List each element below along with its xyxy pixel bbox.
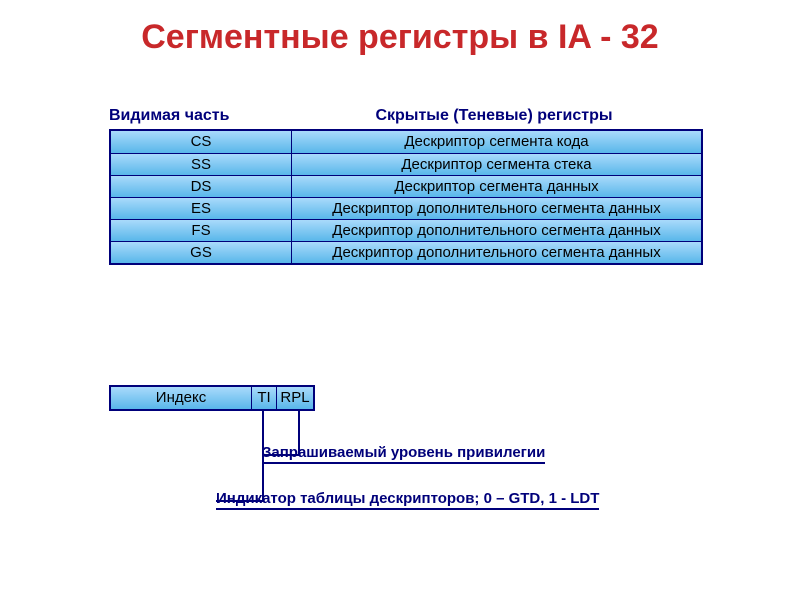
page-title: Сегментные регистры в IA - 32: [0, 0, 800, 57]
selector-format: Индекс TI RPL: [109, 385, 315, 411]
selector-ti: TI: [251, 387, 276, 409]
rpl-caption: Запрашиваемый уровень привилегии: [262, 444, 545, 464]
reg-name: DS: [111, 175, 292, 197]
table-row: GS Дескриптор дополнительного сегмента д…: [111, 241, 701, 263]
reg-name: ES: [111, 197, 292, 219]
reg-desc: Дескриптор дополнительного сегмента данн…: [292, 241, 701, 263]
ti-caption: Индикатор таблицы дескрипторов; 0 – GTD,…: [216, 490, 599, 510]
table-row: CS Дескриптор сегмента кода: [111, 131, 701, 153]
segment-register-table: CS Дескриптор сегмента кода SS Дескрипто…: [109, 129, 703, 265]
table-row: FS Дескриптор дополнительного сегмента д…: [111, 219, 701, 241]
reg-desc: Дескриптор сегмента кода: [292, 131, 701, 153]
header-visible: Видимая часть: [109, 107, 289, 125]
selector-rpl: RPL: [276, 387, 313, 409]
table-headers: Видимая часть Скрытые (Теневые) регистры: [109, 107, 800, 125]
table-row: SS Дескриптор сегмента стека: [111, 153, 701, 175]
reg-desc: Дескриптор дополнительного сегмента данн…: [292, 197, 701, 219]
reg-name: GS: [111, 241, 292, 263]
reg-name: SS: [111, 153, 292, 175]
reg-name: CS: [111, 131, 292, 153]
reg-desc: Дескриптор сегмента стека: [292, 153, 701, 175]
header-hidden: Скрытые (Теневые) регистры: [289, 107, 699, 125]
table-row: ES Дескриптор дополнительного сегмента д…: [111, 197, 701, 219]
reg-name: FS: [111, 219, 292, 241]
reg-desc: Дескриптор дополнительного сегмента данн…: [292, 219, 701, 241]
table-row: DS Дескриптор сегмента данных: [111, 175, 701, 197]
reg-desc: Дескриптор сегмента данных: [292, 175, 701, 197]
selector-index: Индекс: [111, 387, 251, 409]
